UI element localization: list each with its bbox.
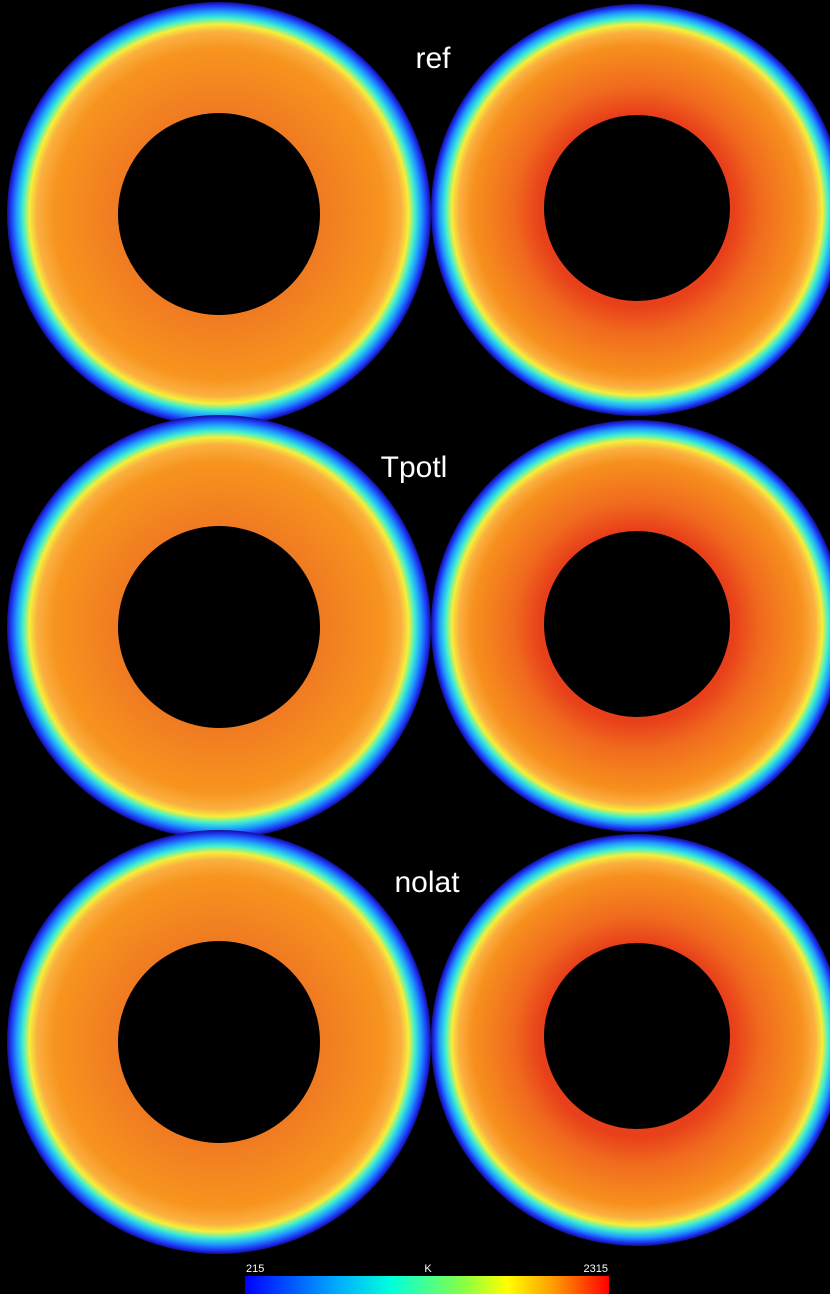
core bbox=[118, 526, 320, 728]
core bbox=[118, 113, 320, 315]
panel-label: ref bbox=[415, 42, 451, 75]
colorbar bbox=[245, 1276, 609, 1294]
panel-label: Tpotl bbox=[381, 451, 448, 484]
colorbar-max: 2315 bbox=[584, 1263, 608, 1275]
colorbar-min: 215 bbox=[246, 1263, 264, 1275]
page: ref Tpotl nolat 215 K 2315 (() => { cons… bbox=[0, 0, 830, 1294]
panel-label: nolat bbox=[394, 866, 460, 899]
annuli bbox=[7, 2, 830, 1254]
core bbox=[544, 943, 730, 1129]
colorbar-unit: K bbox=[424, 1263, 432, 1275]
core bbox=[118, 941, 320, 1143]
core bbox=[544, 531, 730, 717]
figure: ref Tpotl nolat 215 K 2315 bbox=[0, 0, 830, 1294]
core bbox=[544, 115, 730, 301]
